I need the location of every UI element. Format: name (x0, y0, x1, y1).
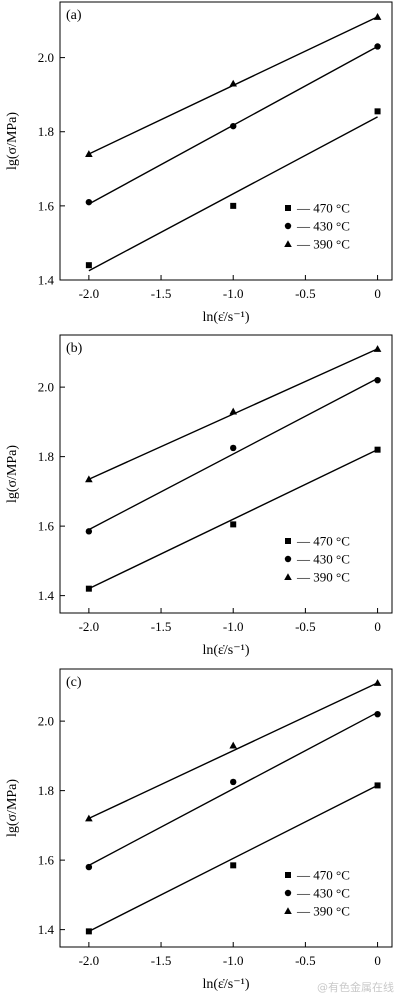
watermark-text: @有色金属在线 (317, 981, 394, 994)
y-tick-label: 1.6 (38, 519, 55, 534)
data-point (85, 262, 92, 269)
x-tick-label: -1.0 (223, 619, 244, 634)
data-point (85, 475, 93, 483)
data-point (374, 376, 381, 384)
data-point (230, 122, 237, 130)
data-point (374, 108, 381, 115)
y-tick-label: 1.8 (38, 449, 54, 464)
fit-line (88, 711, 378, 866)
x-tick-label: -2.0 (79, 286, 100, 301)
panel-label: (c) (66, 675, 82, 690)
x-tick-label: -0.5 (295, 286, 316, 301)
y-tick-label: 1.8 (38, 783, 54, 798)
data-point (230, 202, 237, 209)
y-tick-label: 1.4 (38, 273, 55, 288)
x-tick-label: -2.0 (79, 953, 100, 968)
legend-marker (285, 538, 291, 544)
legend-marker (284, 222, 292, 230)
legend-marker (285, 205, 291, 211)
legend-marker (284, 889, 292, 897)
x-axis-label: ln(ε̇/s⁻¹) (202, 310, 249, 325)
y-tick-label: 1.6 (38, 853, 55, 868)
y-axis-label: lg(σ/MPa) (5, 445, 20, 503)
legend-marker (284, 907, 292, 914)
fit-line (88, 116, 378, 272)
legend-label: — 430 °C (296, 219, 350, 234)
legend-marker (285, 872, 291, 878)
chart-panel-b: (b) -2.0 -1.5 -1.0 -0.5 0 1.4 1.6 1.8 2.0 ln(ε̇/s⁻… (5, 334, 393, 658)
data-point (230, 862, 237, 869)
x-tick-label: 0 (374, 286, 381, 301)
plot-frame (59, 334, 393, 614)
legend-marker (284, 555, 292, 563)
x-tick-label: -0.5 (295, 619, 316, 634)
legend-marker (284, 240, 292, 247)
x-tick-label: 0 (374, 619, 381, 634)
y-tick-label: 1.4 (38, 588, 55, 603)
plot-frame (59, 1, 393, 281)
data-point (85, 814, 93, 822)
y-axis-label: lg(σ/MPa) (5, 779, 20, 837)
y-axis-label: lg(σ/MPa) (5, 112, 20, 170)
data-point (230, 778, 237, 786)
panel-label: (a) (66, 8, 82, 23)
data-point (373, 345, 382, 352)
fit-line (88, 449, 378, 590)
y-tick-label: 2.0 (38, 50, 54, 65)
y-tick-label: 1.4 (38, 922, 55, 937)
fit-line (88, 784, 378, 932)
y-tick-label: 1.6 (38, 198, 55, 213)
legend-label: — 470 °C (296, 201, 350, 216)
data-point (85, 150, 93, 157)
data-point (230, 521, 237, 528)
x-tick-label: -1.5 (151, 286, 172, 301)
fit-line (88, 682, 378, 820)
fit-line (88, 377, 378, 531)
data-point (229, 407, 238, 415)
x-axis-label: ln(ε̇/s⁻¹) (202, 643, 249, 658)
panel-label: (b) (66, 341, 83, 356)
legend-label: — 390 °C (296, 570, 350, 585)
plot-frame (59, 668, 393, 948)
data-point (373, 679, 382, 686)
data-point (229, 79, 238, 87)
legend-label: — 430 °C (296, 886, 350, 901)
y-tick-label: 2.0 (38, 714, 54, 729)
data-point (374, 43, 381, 50)
data-point (85, 585, 92, 592)
legend-label: — 470 °C (296, 868, 350, 883)
data-point (85, 528, 93, 535)
legend-label: — 390 °C (296, 237, 350, 252)
legend-label: — 390 °C (296, 904, 350, 919)
chart-panel-a: (a) -2.0 -1.5 -1.0 -0.5 0 1.4 1.6 1.8 2.0 ln(ε̇/s⁻… (5, 1, 393, 325)
x-tick-label: 0 (374, 953, 381, 968)
x-tick-label: -1.5 (151, 619, 172, 634)
legend-label: — 470 °C (296, 534, 350, 549)
data-point (85, 863, 93, 871)
data-point (374, 710, 381, 718)
x-axis-label: ln(ε̇/s⁻¹) (202, 977, 249, 992)
data-point (230, 444, 237, 452)
data-point (85, 928, 92, 935)
x-tick-label: -1.5 (151, 953, 172, 968)
data-point (374, 782, 381, 789)
x-tick-label: -0.5 (295, 953, 316, 968)
data-point (374, 446, 381, 453)
legend-marker (284, 573, 292, 580)
x-tick-label: -1.0 (223, 286, 244, 301)
chart-panel-c: (c) -2.0 -1.5 -1.0 -0.5 0 1.4 1.6 1.8 2.0 ln(ε̇/s⁻… (5, 668, 393, 992)
y-tick-label: 2.0 (38, 380, 54, 395)
legend-label: — 430 °C (296, 552, 350, 567)
x-tick-label: -2.0 (79, 619, 100, 634)
data-point (229, 741, 238, 749)
data-point (373, 13, 382, 20)
y-tick-label: 1.8 (38, 124, 54, 139)
data-point (85, 198, 93, 206)
x-tick-label: -1.0 (223, 953, 244, 968)
